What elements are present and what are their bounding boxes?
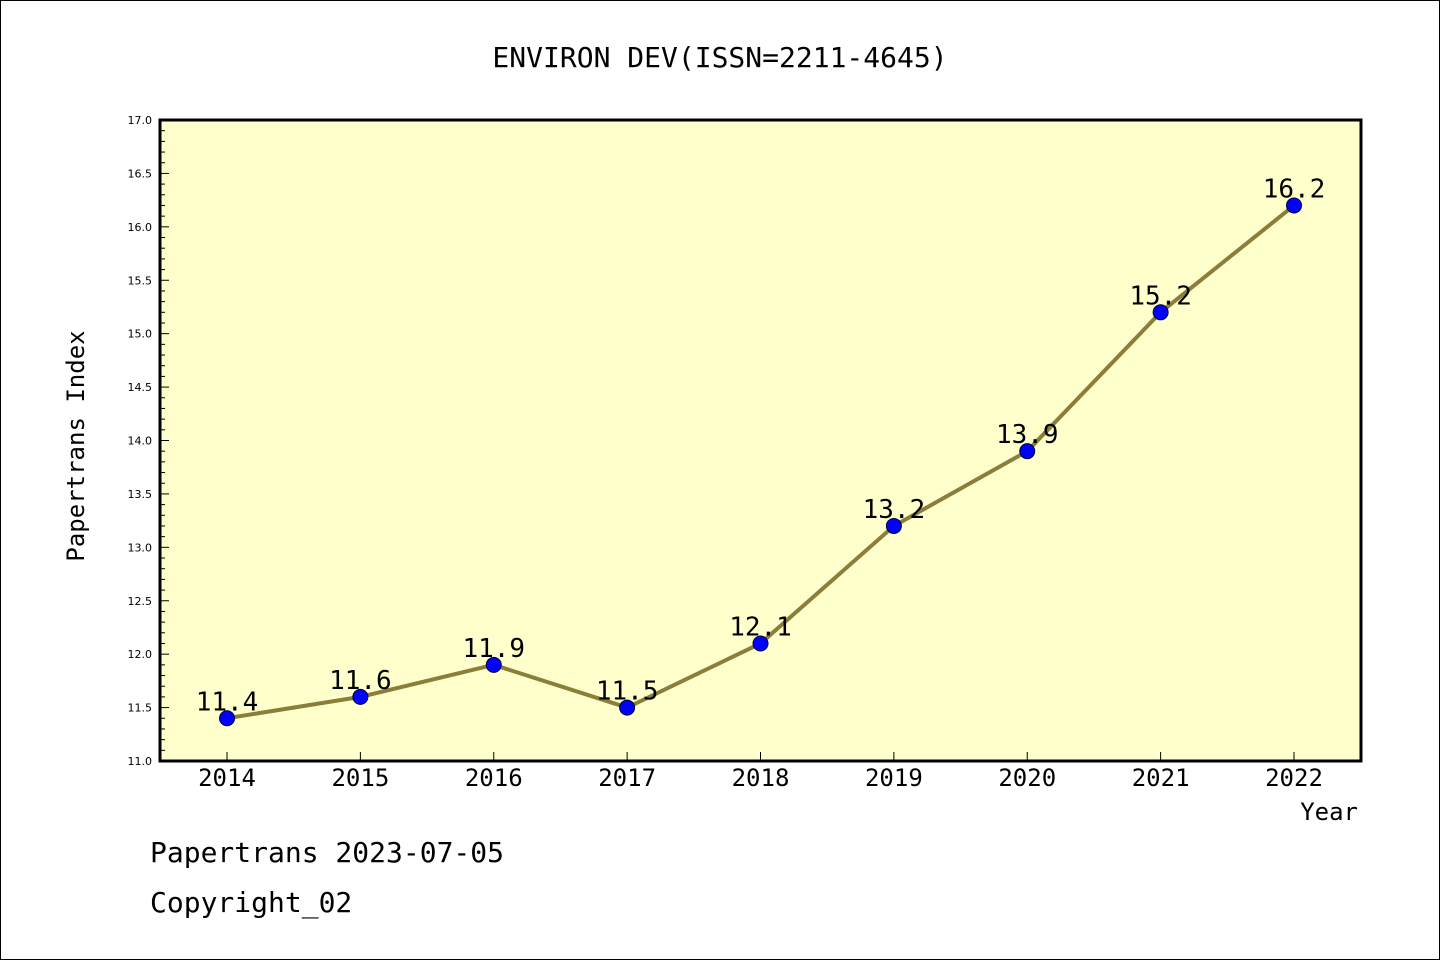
data-point (219, 710, 235, 727)
y-tick-label: 14.0 (128, 435, 153, 448)
y-tick-label: 15.0 (128, 328, 153, 341)
data-label: 13.9 (996, 420, 1059, 450)
x-tick-label: 2021 (1132, 764, 1190, 792)
x-tick-label: 2022 (1265, 764, 1323, 792)
data-points (219, 197, 1302, 727)
data-point (1286, 197, 1302, 214)
y-tick-label: 13.5 (128, 488, 153, 501)
data-point (619, 699, 636, 716)
x-tick-label: 2018 (732, 764, 790, 792)
chart-title: ENVIRON DEV(ISSN=2211-4645) (492, 41, 947, 74)
data-point (485, 656, 502, 673)
data-labels: 11.4 11.6 11.9 11.5 12.1 13.2 13.9 15.2 16.2 (196, 174, 1326, 717)
x-axis-label: Year (1300, 798, 1358, 826)
x-tick-label: 2017 (598, 764, 656, 792)
x-tick-label: 2016 (465, 764, 523, 792)
plot-area (158, 118, 1363, 763)
data-label: 11.9 (462, 634, 525, 664)
y-axis: 11.0 11.5 12.0 12.5 13.0 13.5 14.0 14.5 15.0 15.5… (128, 114, 169, 768)
y-tick-label: 14.5 (128, 381, 153, 394)
x-tick-label: 2014 (198, 764, 256, 792)
data-label: 11.4 (196, 687, 259, 717)
y-tick-label: 17.0 (128, 114, 153, 127)
footer-copyright: Copyright_02 (150, 886, 353, 919)
data-point (352, 688, 369, 705)
data-label: 13.2 (863, 495, 926, 525)
x-tick-label: 2020 (998, 764, 1056, 792)
data-point (1152, 304, 1169, 321)
y-tick-label: 11.5 (128, 702, 153, 715)
data-label: 11.6 (329, 666, 392, 696)
y-tick-label: 15.5 (128, 274, 153, 287)
data-label: 15.2 (1129, 281, 1192, 311)
data-label: 16.2 (1263, 174, 1326, 204)
data-label: 12.1 (729, 612, 792, 642)
y-tick-label: 16.5 (128, 167, 153, 180)
x-tick-label: 2019 (865, 764, 923, 792)
data-point (1019, 443, 1036, 460)
x-axis: 2014 2015 2016 2017 2018 2019 2020 2021 2022 (198, 752, 1323, 792)
y-tick-label: 11.0 (128, 755, 153, 768)
y-tick-label: 12.0 (128, 648, 153, 661)
footer-date: Papertrans 2023-07-05 (150, 836, 505, 869)
y-axis-label: Papertrans Index (62, 330, 90, 561)
data-point (885, 517, 902, 534)
data-point (752, 635, 769, 652)
y-tick-label: 12.5 (128, 595, 153, 608)
y-tick-label: 13.0 (128, 541, 153, 554)
y-tick-label: 16.0 (128, 221, 153, 234)
x-tick-label: 2015 (331, 764, 389, 792)
data-label: 11.5 (596, 677, 659, 707)
